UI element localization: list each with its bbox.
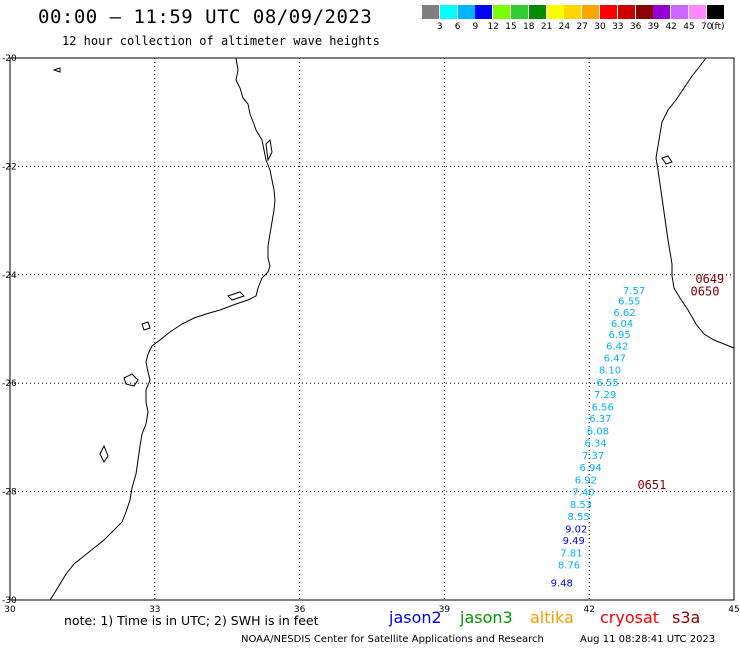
swh-value: 9.02: [565, 524, 587, 535]
colorbar-swatch: [600, 5, 617, 19]
legend-jason2: jason2: [389, 608, 442, 627]
swh-value: 6.34: [584, 439, 606, 450]
madagascar-coastline: [655, 57, 735, 349]
colorbar-swatch: [528, 5, 546, 19]
colorbar-tick-label: 15: [505, 22, 517, 32]
lat-tick-label: -24: [2, 271, 17, 281]
colorbar-swatch: [475, 5, 493, 19]
swh-value: 6.94: [580, 463, 602, 474]
pass-time-label: 0649: [695, 272, 724, 286]
swh-value: 7.29: [594, 390, 616, 401]
lat-tick-label: -28: [2, 488, 17, 498]
legend-s3a: s3a: [672, 608, 701, 627]
colorbar-swatch: [671, 5, 689, 19]
colorbar-tick-label: 42: [665, 22, 677, 32]
coast-island: [227, 291, 245, 301]
swh-value: 7.81: [560, 549, 582, 560]
swh-value: 7.37: [582, 451, 604, 462]
swh-value: 7.40: [572, 487, 594, 498]
swh-value: 6.37: [589, 414, 611, 425]
swh-value: 6.04: [611, 319, 633, 330]
swh-value: 6.08: [587, 427, 609, 438]
colorbar-tick-label: 24: [558, 22, 571, 32]
swh-value: 6.62: [613, 308, 635, 319]
pass-time-label: 0650: [691, 284, 720, 298]
wave-height-track: 7.576.556.626.046.956.426.478.106.557.29…: [551, 286, 646, 590]
lake-shape: [141, 321, 151, 331]
lon-tick-label: 45: [728, 605, 739, 615]
swh-value: 9.48: [551, 578, 573, 589]
colorbar-swatch: [422, 5, 439, 19]
lat-tick-label: -22: [2, 162, 17, 172]
lon-tick-label: 33: [149, 605, 160, 615]
africa-coastline: [49, 57, 276, 601]
colorbar-tick-label: 3: [436, 22, 443, 32]
swh-value: 6.95: [609, 330, 631, 341]
graticule: [10, 58, 734, 600]
lat-tick-label: -20: [2, 54, 17, 64]
legend-altika: altika: [530, 608, 574, 627]
coast-island: [265, 138, 273, 162]
swh-value: 8.10: [599, 365, 621, 376]
axis-ticks: 30 33 36 39 42 45 -20 -22 -24 -26 -28 -30: [2, 54, 740, 615]
colorbar-swatch: [564, 5, 582, 19]
coast-island: [661, 155, 673, 165]
lake-shape: [99, 444, 109, 463]
colorbar-swatch: [635, 5, 653, 19]
map-subtitle: 12 hour collection of altimeter wave hei…: [62, 34, 380, 48]
legend-cryosat: cryosat: [600, 608, 660, 627]
coast-island: [123, 373, 139, 387]
colorbar-tick-label: 6: [454, 22, 461, 32]
swh-value: 9.49: [563, 536, 585, 547]
footer-note: note: 1) Time is in UTC; 2) SWH is in fe…: [64, 613, 319, 628]
map-frame: [9, 57, 735, 601]
lake-shape: [52, 67, 61, 73]
colorbar-tick-label: 45: [683, 22, 695, 32]
colorbar-swatch: [493, 5, 511, 19]
pass-time-label: 0651: [637, 478, 666, 492]
colorbar-swatch: [546, 5, 564, 19]
colorbar-swatch: [653, 5, 671, 19]
swh-value: 8.55: [567, 512, 589, 523]
colorbar-swatch: [617, 5, 635, 19]
lon-tick-label: 39: [439, 605, 451, 615]
lon-tick-label: 42: [583, 605, 594, 615]
colorbar-swatch: [582, 5, 600, 19]
colorbar-tick-label: 70: [701, 22, 713, 32]
lat-tick-label: -30: [2, 596, 17, 606]
swh-value: 6.92: [575, 475, 597, 486]
swh-value: 6.56: [592, 402, 614, 413]
lat-tick-label: -26: [2, 379, 17, 389]
colorbar-swatch: [457, 5, 475, 19]
swh-value: 6.42: [606, 342, 628, 353]
colorbar-tick-label: 27: [576, 22, 588, 32]
colorbar-swatch: [689, 5, 706, 19]
swh-value: 6.55: [596, 378, 618, 389]
swh-value: 6.47: [604, 354, 626, 365]
colorbar-swatch: [511, 5, 528, 19]
colorbar-tick-label: 9: [472, 22, 479, 32]
colorbar-tick-label: 18: [523, 22, 535, 32]
swh-value: 8.76: [558, 561, 580, 572]
swh-value: 7.57: [623, 286, 645, 297]
colorbar-tick-label: 36: [629, 22, 642, 32]
colorbar-tick-label: 33: [612, 22, 624, 32]
map-title: 00:00 – 11:59 UTC 08/09/2023: [38, 6, 373, 28]
credit-line: NOAA/NESDIS Center for Satellite Applica…: [241, 634, 544, 645]
swh-value: 8.53: [570, 500, 592, 511]
colorbar-tick-label: 39: [647, 22, 660, 32]
colorbar-unit: (ft): [711, 22, 725, 32]
lon-tick-label: 30: [4, 605, 16, 615]
legend-jason3: jason3: [460, 608, 513, 627]
colorbar-tick-label: 12: [487, 22, 499, 32]
swh-value: 6.55: [618, 297, 640, 308]
colorbar-swatch: [439, 5, 457, 19]
colorbar-swatch: [706, 5, 724, 19]
colorbar-tick-label: 30: [594, 22, 606, 32]
lon-tick-label: 36: [294, 605, 306, 615]
colorbar-tick-label: 21: [540, 22, 553, 32]
generated-timestamp: Aug 11 08:28:41 UTC 2023: [580, 634, 716, 645]
